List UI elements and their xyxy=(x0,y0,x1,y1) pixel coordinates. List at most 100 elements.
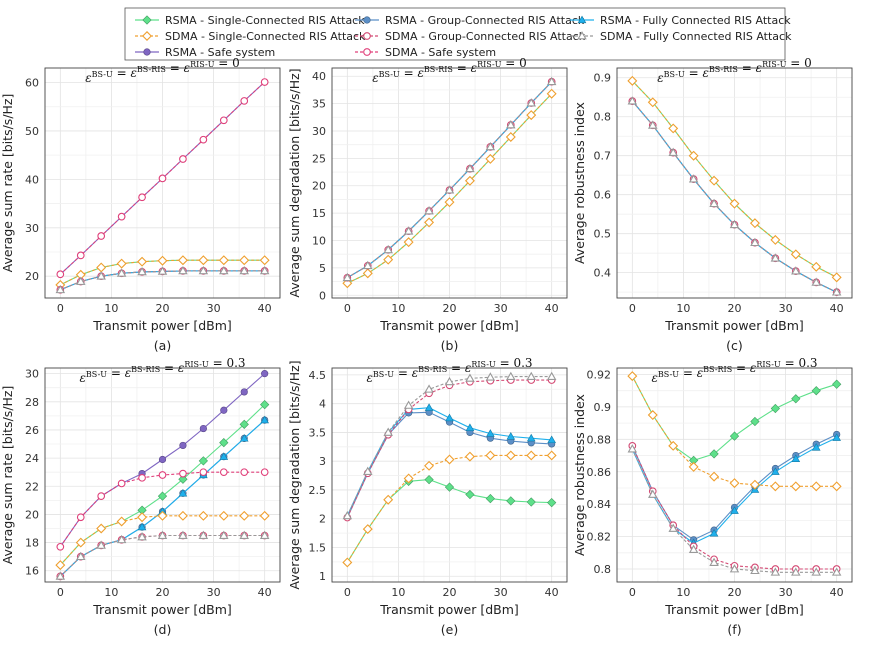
data-point xyxy=(260,399,270,410)
series xyxy=(342,76,557,282)
y-tick-label: 16 xyxy=(25,565,39,578)
data-point xyxy=(138,193,146,202)
x-tick-label: 40 xyxy=(545,586,559,599)
series-line xyxy=(346,376,552,517)
series xyxy=(56,468,269,551)
data-point xyxy=(55,284,66,294)
y-tick-label: 3 xyxy=(319,455,326,468)
grid xyxy=(332,368,567,582)
data-point xyxy=(219,530,229,539)
data-point xyxy=(239,255,250,266)
legend-marker xyxy=(143,48,151,56)
legend-item: SDMA - Fully Connected RIS Attack xyxy=(570,30,792,43)
data-point xyxy=(464,175,475,186)
y-tick-label: 30 xyxy=(25,368,39,381)
data-point xyxy=(178,474,188,484)
data-point xyxy=(157,255,168,266)
x-tick-label: 10 xyxy=(104,586,118,599)
data-point xyxy=(729,478,740,489)
data-point xyxy=(547,497,557,508)
data-point xyxy=(811,481,822,492)
data-point xyxy=(832,379,842,389)
data-point xyxy=(117,479,126,488)
data-point xyxy=(546,88,557,99)
data-point xyxy=(56,270,65,279)
data-point xyxy=(831,287,842,296)
y-tick-label: 2 xyxy=(319,513,326,526)
x-tick-label: 0 xyxy=(629,586,636,599)
legend-item: SDMA - Group-Connected RIS Attack xyxy=(355,30,586,43)
data-point xyxy=(465,423,475,431)
y-tick-label: 26 xyxy=(25,424,39,437)
data-point xyxy=(709,557,719,566)
data-point xyxy=(526,450,537,461)
series xyxy=(55,530,270,580)
data-point xyxy=(485,450,496,461)
data-point xyxy=(688,150,699,161)
plot-frame xyxy=(616,367,853,583)
series xyxy=(342,450,557,568)
series-line xyxy=(631,445,837,570)
legend-item: RSMA - Fully Connected RIS Attack xyxy=(570,14,791,27)
data-point xyxy=(239,265,249,275)
data-point xyxy=(218,255,229,266)
series-line xyxy=(631,448,837,573)
data-point xyxy=(465,489,475,500)
data-point xyxy=(76,513,85,522)
data-point xyxy=(198,530,209,539)
data-point xyxy=(157,530,168,539)
data-point xyxy=(831,567,842,576)
data-point xyxy=(342,272,353,282)
data-point xyxy=(506,120,516,129)
data-point xyxy=(76,551,86,561)
y-tick-label: 0.9 xyxy=(594,401,612,414)
y-tick-label: 0.4 xyxy=(594,267,612,280)
legend-label: SDMA - Group-Connected RIS Attack xyxy=(385,30,586,43)
y-tick-label: 0 xyxy=(319,289,326,302)
data-point xyxy=(709,471,720,482)
data-point xyxy=(444,376,455,386)
data-point xyxy=(259,265,270,275)
series-line xyxy=(631,375,837,487)
data-point xyxy=(770,567,781,576)
x-tick-label: 10 xyxy=(676,586,690,599)
data-point xyxy=(791,454,801,462)
y-tick-label: 1.5 xyxy=(309,541,327,554)
data-point xyxy=(383,494,394,505)
x-tick-label: 0 xyxy=(344,302,351,315)
series-group xyxy=(627,75,842,297)
data-point xyxy=(668,440,679,451)
x-axis-label: Transmit power [dBm] xyxy=(664,602,804,617)
y-tick-label: 4.5 xyxy=(309,369,327,382)
data-point xyxy=(76,251,85,260)
data-point xyxy=(647,410,658,420)
series-line xyxy=(346,454,552,563)
x-tick-label: 30 xyxy=(494,586,508,599)
data-point xyxy=(403,400,414,409)
x-tick-label: 30 xyxy=(207,586,221,599)
data-point xyxy=(688,174,699,183)
data-point xyxy=(178,265,188,275)
data-point xyxy=(709,198,719,208)
data-point xyxy=(749,218,760,229)
legend-label: RSMA - Group-Connected RIS Attack xyxy=(385,14,585,27)
y-tick-label: 30 xyxy=(312,125,326,138)
x-tick-label: 20 xyxy=(728,586,742,599)
data-point xyxy=(240,97,249,105)
x-tick-label: 0 xyxy=(57,302,64,315)
data-point xyxy=(729,198,740,209)
legend-marker xyxy=(142,15,152,25)
data-point xyxy=(831,481,842,492)
data-point xyxy=(526,98,536,107)
data-point xyxy=(688,461,699,472)
series-group xyxy=(55,78,270,294)
data-point xyxy=(363,260,373,270)
data-point xyxy=(259,510,270,521)
y-tick-label: 50 xyxy=(25,125,39,138)
x-tick-label: 20 xyxy=(728,302,742,315)
data-point xyxy=(403,226,414,235)
x-tick-label: 10 xyxy=(104,302,118,315)
panel-title: εBS-U = εBS-RIS = εRIS-U = 0.3 xyxy=(366,356,532,385)
data-point xyxy=(546,371,557,381)
data-point xyxy=(444,185,455,194)
